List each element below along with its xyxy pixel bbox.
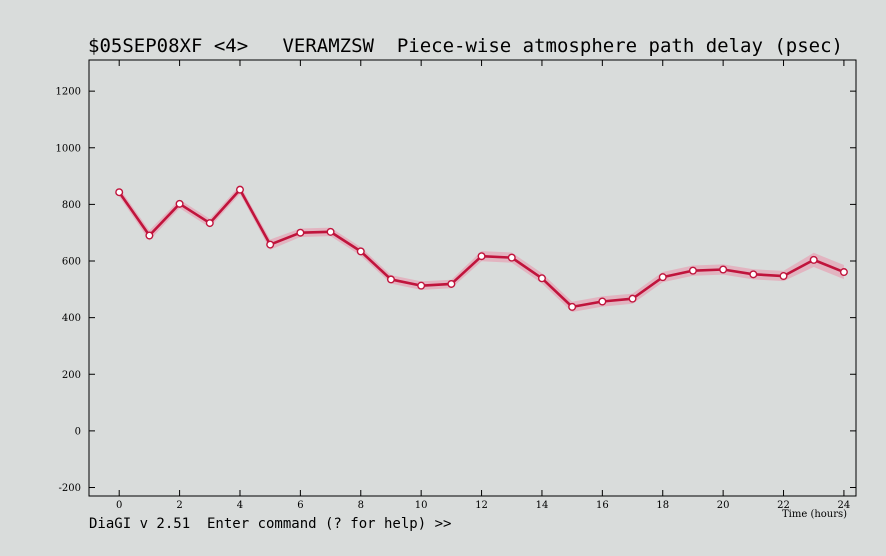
x-tick-label: 12 — [475, 500, 488, 511]
y-tick-label: 400 — [62, 313, 81, 324]
data-point — [145, 231, 154, 240]
x-tick-label: 16 — [596, 500, 609, 511]
y-tick-label: 800 — [62, 200, 81, 211]
data-point — [688, 266, 697, 275]
data-point — [749, 270, 758, 279]
data-point — [839, 268, 848, 277]
data-point — [628, 294, 637, 303]
y-axis: -200 0 200 400 600 800 1000 1200 — [56, 87, 856, 494]
x-tick-label: 0 — [116, 500, 122, 511]
data-point — [507, 253, 516, 262]
data-point — [235, 185, 244, 194]
data-point — [598, 297, 607, 306]
x-tick-label: 2 — [176, 500, 182, 511]
x-tick-label: 14 — [536, 500, 549, 511]
command-prompt: DiaGI v 2.51 Enter command (? for help) … — [89, 516, 451, 532]
data-point — [326, 227, 335, 236]
x-tick-label: 18 — [656, 500, 669, 511]
data-point — [537, 274, 546, 283]
data-point — [115, 188, 124, 197]
y-tick-label: 1200 — [56, 87, 81, 98]
x-axis-label: Time (hours) — [782, 509, 847, 520]
data-point — [175, 199, 184, 208]
y-tick-label: 600 — [62, 257, 81, 268]
x-tick-label: 24 — [838, 500, 851, 511]
data-point — [809, 255, 818, 264]
data-point — [447, 279, 456, 288]
chart-title: $05SEP08XF <4> VERAMZSW Piece-wise atmos… — [88, 35, 843, 57]
x-tick-label: 20 — [717, 500, 730, 511]
x-tick-label: 8 — [358, 500, 364, 511]
y-tick-label: 0 — [75, 426, 81, 437]
data-point — [477, 252, 486, 261]
data-point — [719, 265, 728, 274]
data-point — [779, 272, 788, 281]
data-point — [568, 302, 577, 311]
data-point — [296, 228, 305, 237]
x-tick-label: 6 — [297, 500, 303, 511]
x-tick-label: 22 — [777, 500, 790, 511]
data-point — [658, 273, 667, 282]
data-point — [205, 219, 214, 228]
x-tick-label: 10 — [415, 500, 428, 511]
x-tick-label: 4 — [237, 500, 243, 511]
x-axis: 0 2 4 6 8 10 12 14 16 18 20 22 24 — [116, 60, 850, 511]
y-tick-label: -200 — [59, 483, 81, 494]
data-point — [417, 281, 426, 290]
data-point — [266, 240, 275, 249]
data-point — [356, 247, 365, 256]
y-tick-label: 200 — [62, 370, 81, 381]
y-tick-label: 1000 — [56, 143, 81, 154]
data-point — [386, 275, 395, 284]
plot-frame — [88, 59, 857, 497]
data-points — [115, 185, 848, 311]
